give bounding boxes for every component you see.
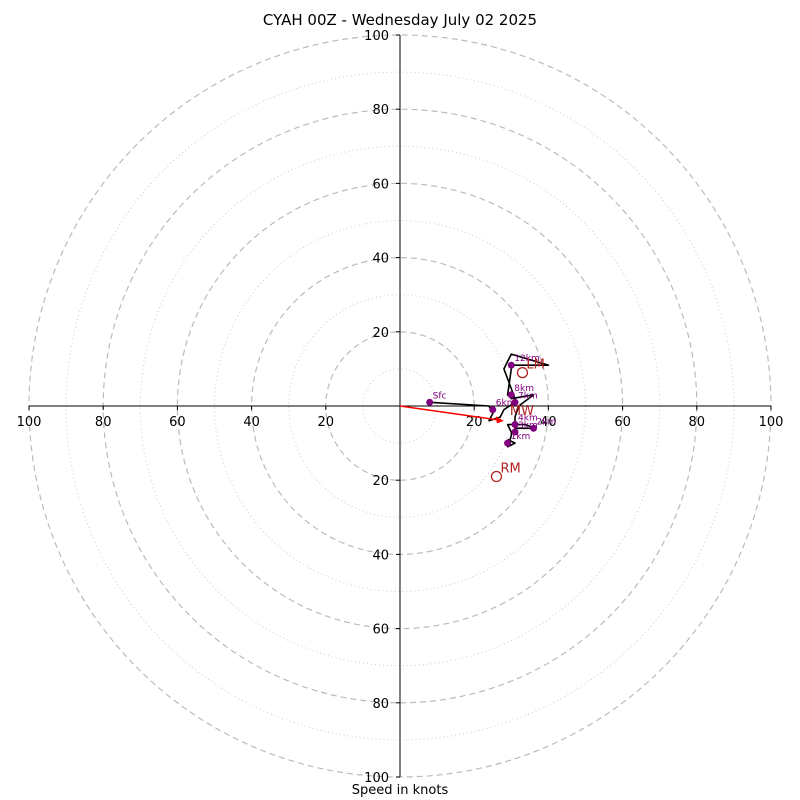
- x-tick-label-right-20: 20: [466, 415, 483, 430]
- y-tick-label-bottom-80: 80: [372, 697, 389, 712]
- x-tick-label-right-80: 80: [689, 415, 706, 430]
- y-tick-label-bottom-20: 20: [372, 474, 389, 489]
- y-tick-label-bottom-100: 100: [364, 771, 389, 786]
- x-axis-label: Speed in knots: [351, 783, 449, 798]
- y-tick-label-top-80: 80: [372, 103, 389, 118]
- mean-wind-arrowhead: [495, 416, 504, 424]
- storm-motion-marker-rm: [490, 470, 503, 483]
- level-label-8km: 8km: [514, 384, 534, 394]
- y-tick-label-top-100: 100: [364, 29, 389, 44]
- mean-wind-label: MW: [510, 404, 534, 419]
- x-tick-label-right-60: 60: [614, 415, 631, 430]
- level-marker-7km: [511, 398, 519, 406]
- chart-title: CYAH 00Z - Wednesday July 02 2025: [262, 11, 538, 29]
- level-marker-1km: [504, 439, 512, 447]
- level-marker-3km: [511, 428, 519, 436]
- y-tick-label-bottom-60: 60: [372, 623, 389, 638]
- y-tick-label-top-40: 40: [372, 252, 389, 267]
- level-label-4km: 4km: [518, 414, 538, 424]
- x-tick-label-left-100: 100: [17, 415, 42, 430]
- mean-wind-vector: [399, 405, 498, 421]
- level-marker-12km: [507, 361, 515, 369]
- x-tick-label-left-80: 80: [95, 415, 112, 430]
- level-label-12km: 12km: [514, 354, 539, 364]
- level-marker-6km: [489, 406, 497, 414]
- level-label-1km: 1km: [511, 432, 531, 442]
- y-tick-label-top-60: 60: [372, 177, 389, 192]
- level-marker-2km: [530, 424, 538, 432]
- y-tick-label-top-20: 20: [372, 326, 389, 341]
- x-tick-label-left-20: 20: [318, 415, 335, 430]
- level-label-7km: 7km: [518, 391, 538, 401]
- storm-motion-label-rm: RM: [500, 461, 520, 476]
- x-tick-label-right-100: 100: [759, 415, 784, 430]
- level-label-sfc: Sfc: [433, 391, 447, 401]
- level-label-2km: 2km: [537, 417, 557, 427]
- x-tick-label-left-40: 40: [243, 415, 260, 430]
- x-tick-label-right-40: 40: [540, 415, 557, 430]
- storm-motion-label-lm: LM: [526, 358, 544, 373]
- tick-labels: 20 20 20 20 40 40 40 40 60 60 60 60 80 80 80 80 100 100 10…: [17, 29, 784, 786]
- level-marker-4km: [511, 421, 519, 429]
- storm-motion-marker-lm: [516, 366, 529, 379]
- level-label-3km: 3km: [518, 421, 538, 431]
- x-tick-label-left-60: 60: [169, 415, 186, 430]
- storm-motion: MW LM RM: [399, 358, 545, 483]
- y-tick-label-bottom-40: 40: [372, 548, 389, 563]
- level-label-6km: 6km: [496, 399, 516, 409]
- level-marker-8km: [507, 391, 515, 399]
- level-marker-sfc: [426, 398, 434, 406]
